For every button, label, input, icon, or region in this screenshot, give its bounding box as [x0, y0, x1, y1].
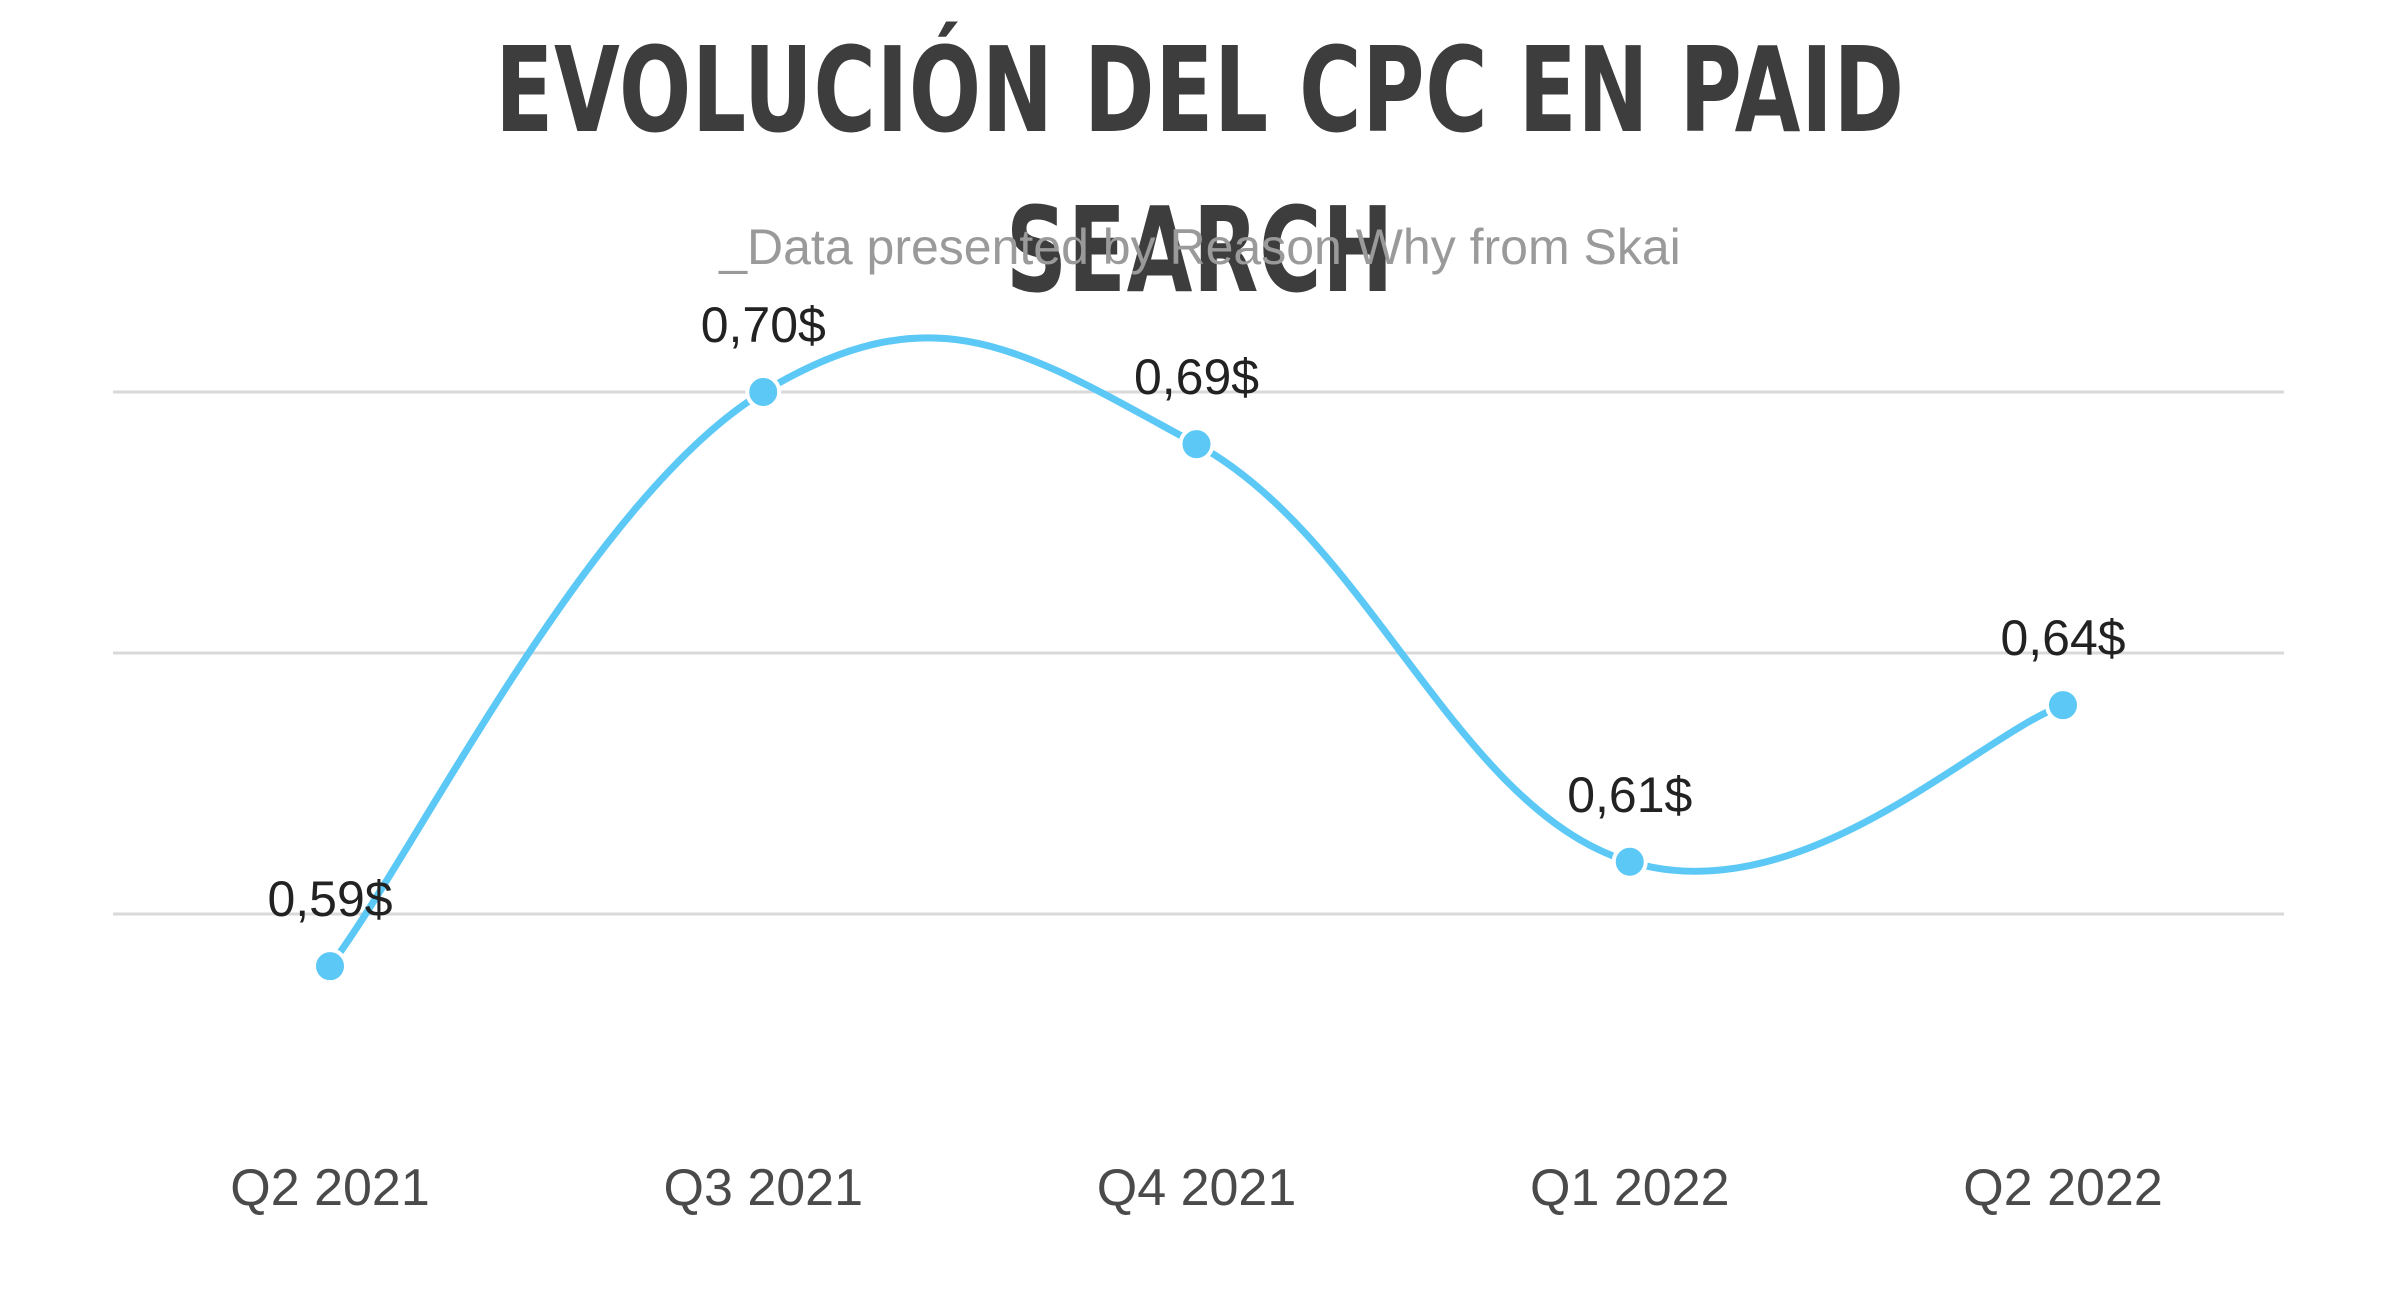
data-label-1: 0,70$ [701, 297, 826, 353]
x-tick-label-1: Q3 2021 [664, 1159, 864, 1217]
data-label-2: 0,69$ [1134, 349, 1259, 405]
data-label-4: 0,64$ [2000, 610, 2125, 666]
data-point-4 [2045, 687, 2081, 724]
data-labels-layer: 0,59$ 0,70$ 0,69$ 0,61$ 0,64$ [267, 297, 2125, 927]
x-tick-label-0: Q2 2021 [230, 1159, 430, 1217]
grid-layer [113, 390, 2284, 916]
x-tick-label-4: Q2 2022 [1963, 1159, 2163, 1217]
x-tick-label-2: Q4 2021 [1097, 1159, 1297, 1217]
data-point-1 [745, 373, 782, 410]
data-point-0 [312, 948, 348, 985]
x-tick-label-3: Q1 2022 [1530, 1159, 1730, 1217]
data-point-2 [1178, 426, 1215, 463]
chart-title: EVOLUCIÓN DEL CPC EN PAID SEARCH [495, 21, 1905, 319]
x-axis-ticks: Q2 2021 Q3 2021 Q4 2021 Q1 2022 Q2 2022 [230, 1159, 2163, 1217]
data-point-3 [1611, 843, 1648, 880]
chart-subtitle: _Data presented by Reason Why from Skai [719, 219, 1681, 275]
data-label-3: 0,61$ [1567, 767, 1692, 823]
data-label-0: 0,59$ [267, 871, 392, 927]
points-layer [312, 373, 2081, 985]
